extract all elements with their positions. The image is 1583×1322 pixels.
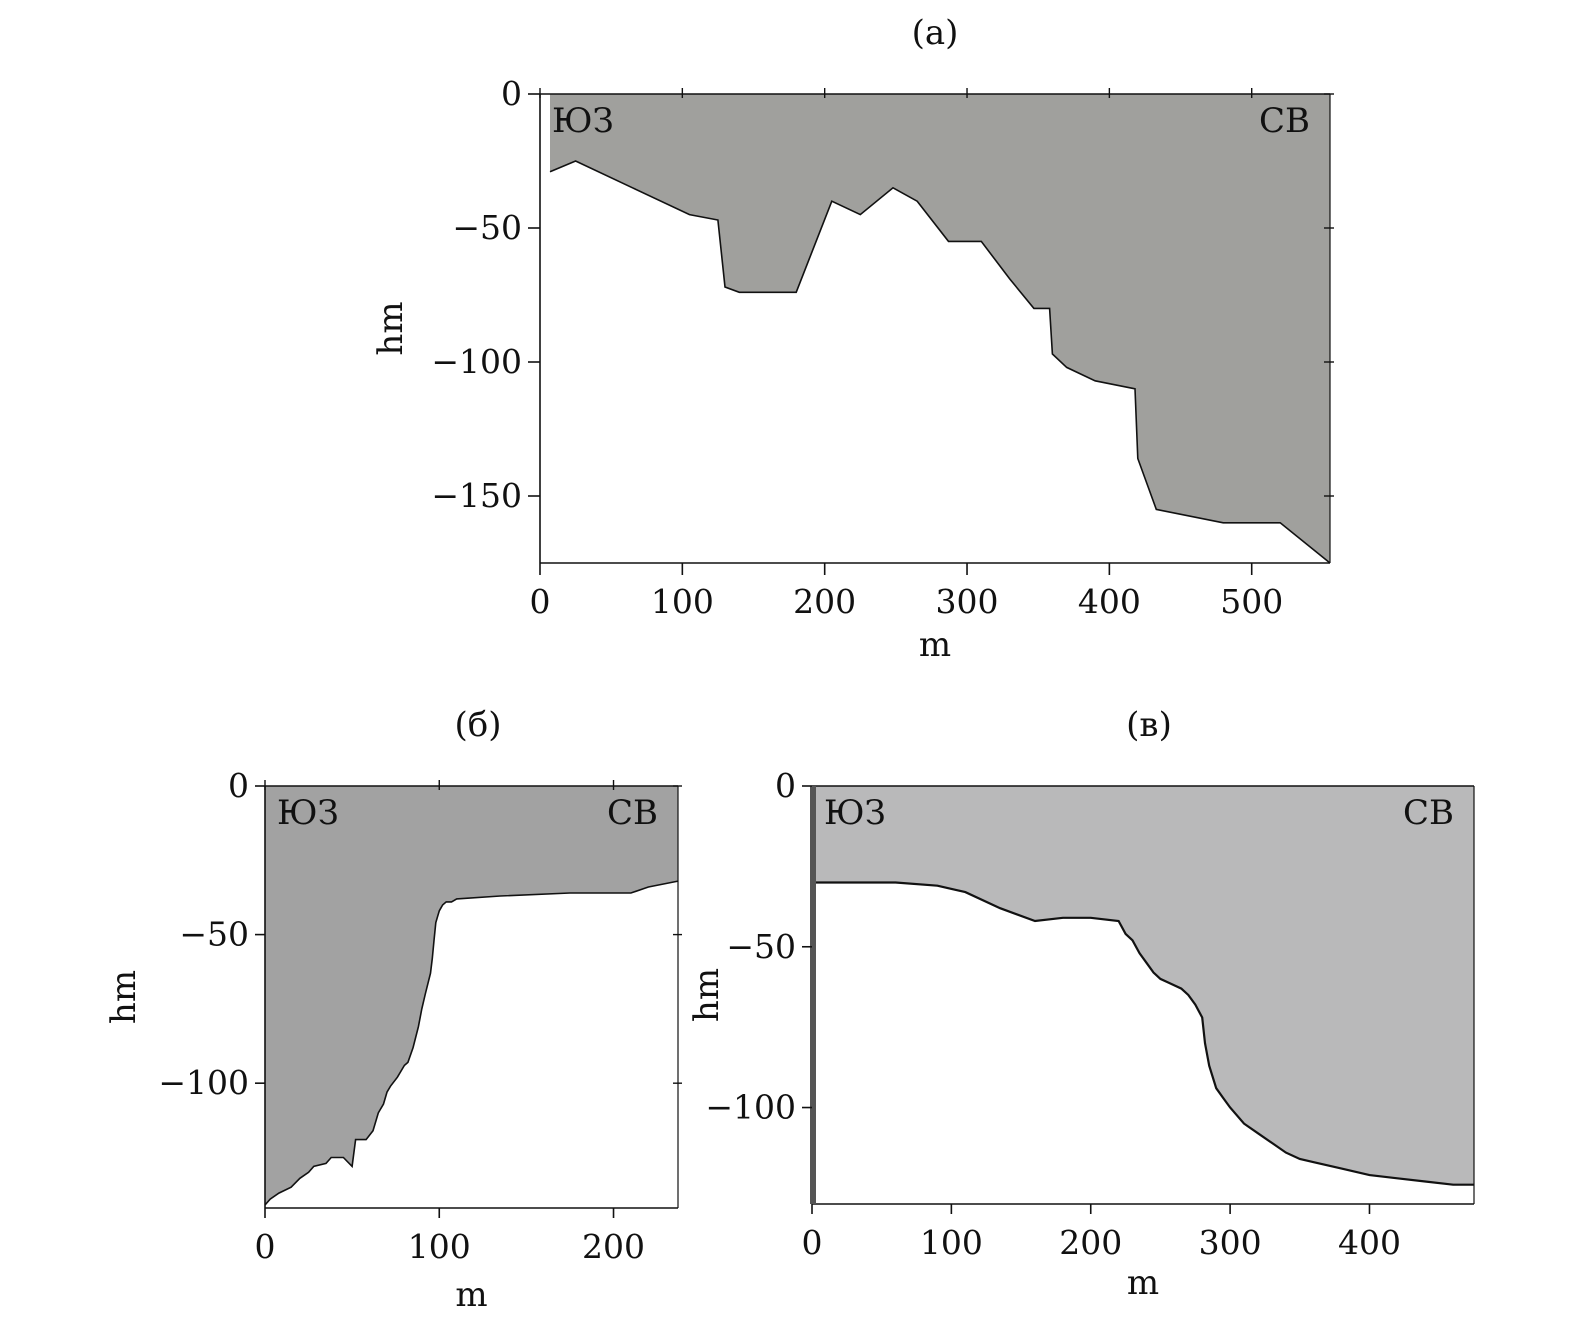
x-tick-label: 100 — [651, 582, 714, 621]
x-tick-label: 400 — [1338, 1223, 1401, 1262]
y-axis-label: hm — [104, 970, 144, 1024]
x-axis-label: m — [919, 625, 951, 665]
x-tick-label: 100 — [920, 1223, 983, 1262]
corner-label-left: ЮЗ — [277, 793, 339, 833]
panel-title: (a) — [912, 13, 959, 53]
corner-label-left: ЮЗ — [552, 101, 614, 141]
x-tick-label: 200 — [793, 582, 856, 621]
y-tick-label: 0 — [775, 766, 796, 805]
profile-fill — [265, 786, 678, 1205]
profile-line — [264, 880, 679, 1206]
y-tick-label: −150 — [431, 476, 522, 515]
corner-label-right: СВ — [1403, 793, 1454, 833]
corner-label-right: СВ — [1259, 101, 1310, 141]
corner-label-right: СВ — [607, 793, 658, 833]
panel-title: (б) — [455, 705, 502, 745]
x-tick-label: 300 — [1199, 1223, 1262, 1262]
y-tick-label: −100 — [431, 342, 522, 381]
x-tick-label: 500 — [1220, 582, 1283, 621]
y-tick-label: −100 — [158, 1063, 249, 1102]
profile-line — [812, 881, 1474, 1186]
x-tick-label: 400 — [1078, 582, 1141, 621]
y-tick-label: 0 — [228, 766, 249, 805]
x-axis-label: m — [1127, 1263, 1159, 1303]
x-tick-label: 200 — [1059, 1223, 1122, 1262]
x-tick-label: 0 — [530, 582, 551, 621]
chart-panel-a: 0 −50 −100 −150 0 100 200 300 400 500 (a) m hm ЮЗ СВ — [371, 13, 1334, 665]
x-axis-label: m — [455, 1275, 487, 1315]
y-axis-label: hm — [371, 301, 411, 355]
x-tick-label: 0 — [255, 1227, 276, 1266]
x-tick-label: 100 — [408, 1227, 471, 1266]
y-tick-label: −100 — [705, 1088, 796, 1127]
y-axis-label: hm — [687, 968, 727, 1022]
chart-panel-v: 0 −50 −100 0 100 200 300 400 (в) m hm ЮЗ СВ — [687, 705, 1475, 1303]
y-tick-label: −50 — [726, 927, 796, 966]
y-tick-label: −50 — [179, 915, 249, 954]
panel-title: (в) — [1126, 705, 1172, 745]
profile-fill — [550, 94, 1330, 563]
y-tick-label: −50 — [452, 208, 522, 247]
x-tick-label: 300 — [936, 582, 999, 621]
x-tick-label: 0 — [802, 1223, 823, 1262]
left-edge-band — [810, 786, 816, 1204]
x-tick-label: 200 — [582, 1227, 645, 1266]
profile-fill — [812, 786, 1474, 1185]
corner-label-left: ЮЗ — [824, 793, 886, 833]
chart-panel-b: 0 −50 −100 0 100 200 (б) m hm ЮЗ СВ — [104, 705, 682, 1315]
y-tick-label: 0 — [501, 74, 522, 113]
profile-line — [549, 160, 1331, 564]
